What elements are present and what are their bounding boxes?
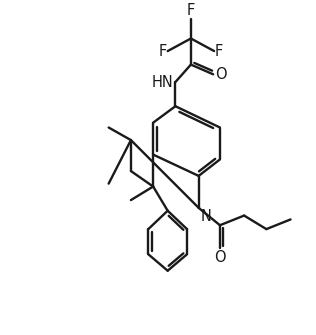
- Text: HN: HN: [152, 74, 173, 89]
- Text: F: F: [187, 3, 195, 18]
- Text: F: F: [158, 44, 167, 59]
- Text: O: O: [214, 250, 226, 265]
- Text: N: N: [201, 209, 211, 224]
- Text: O: O: [215, 67, 227, 82]
- Text: F: F: [215, 44, 223, 59]
